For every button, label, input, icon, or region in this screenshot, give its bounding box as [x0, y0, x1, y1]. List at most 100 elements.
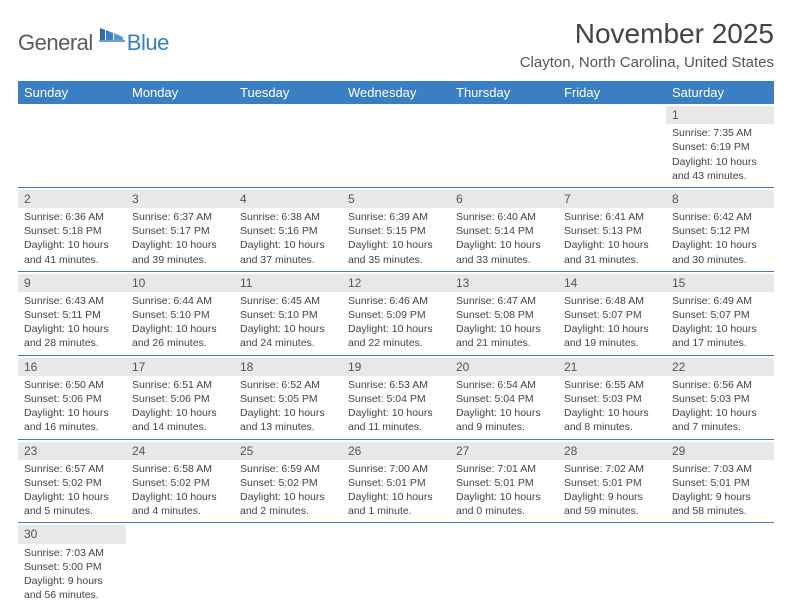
daylight-text: and 59 minutes.: [564, 504, 660, 518]
day-number: 11: [234, 274, 342, 292]
day-cell: 14Sunrise: 6:48 AMSunset: 5:07 PMDayligh…: [558, 272, 666, 355]
weekday-header: Saturday: [666, 81, 774, 104]
sunrise-text: Sunrise: 7:01 AM: [456, 462, 552, 476]
daylight-text: Daylight: 10 hours: [24, 238, 120, 252]
sunset-text: Sunset: 5:11 PM: [24, 308, 120, 322]
week-row: 9Sunrise: 6:43 AMSunset: 5:11 PMDaylight…: [18, 272, 774, 356]
daylight-text: Daylight: 10 hours: [24, 322, 120, 336]
sunset-text: Sunset: 5:15 PM: [348, 224, 444, 238]
sunset-text: Sunset: 6:19 PM: [672, 140, 768, 154]
daylight-text: and 8 minutes.: [564, 420, 660, 434]
daylight-text: Daylight: 10 hours: [132, 238, 228, 252]
day-number: 8: [666, 190, 774, 208]
daylight-text: Daylight: 10 hours: [348, 490, 444, 504]
sunset-text: Sunset: 5:17 PM: [132, 224, 228, 238]
day-cell: 29Sunrise: 7:03 AMSunset: 5:01 PMDayligh…: [666, 440, 774, 523]
sunrise-text: Sunrise: 6:47 AM: [456, 294, 552, 308]
month-title: November 2025: [520, 18, 774, 50]
weekday-header: Sunday: [18, 81, 126, 104]
sunset-text: Sunset: 5:01 PM: [564, 476, 660, 490]
daylight-text: and 37 minutes.: [240, 253, 336, 267]
sunset-text: Sunset: 5:18 PM: [24, 224, 120, 238]
day-number: 5: [342, 190, 450, 208]
day-cell: 3Sunrise: 6:37 AMSunset: 5:17 PMDaylight…: [126, 188, 234, 271]
sunrise-text: Sunrise: 6:42 AM: [672, 210, 768, 224]
weekday-header: Friday: [558, 81, 666, 104]
location-text: Clayton, North Carolina, United States: [520, 54, 774, 71]
sunrise-text: Sunrise: 6:41 AM: [564, 210, 660, 224]
sunset-text: Sunset: 5:12 PM: [672, 224, 768, 238]
empty-cell: [342, 523, 450, 606]
week-row: 1Sunrise: 7:35 AMSunset: 6:19 PMDaylight…: [18, 104, 774, 188]
sunset-text: Sunset: 5:03 PM: [672, 392, 768, 406]
sunrise-text: Sunrise: 6:55 AM: [564, 378, 660, 392]
daylight-text: and 1 minute.: [348, 504, 444, 518]
daylight-text: and 9 minutes.: [456, 420, 552, 434]
day-number: 29: [666, 442, 774, 460]
empty-cell: [666, 523, 774, 606]
sunrise-text: Sunrise: 7:02 AM: [564, 462, 660, 476]
calendar: SundayMondayTuesdayWednesdayThursdayFrid…: [18, 81, 774, 606]
daylight-text: Daylight: 10 hours: [456, 490, 552, 504]
logo: General Blue: [18, 18, 169, 59]
day-cell: 20Sunrise: 6:54 AMSunset: 5:04 PMDayligh…: [450, 356, 558, 439]
day-cell: 30Sunrise: 7:03 AMSunset: 5:00 PMDayligh…: [18, 523, 126, 606]
weekday-header-row: SundayMondayTuesdayWednesdayThursdayFrid…: [18, 81, 774, 104]
sunrise-text: Sunrise: 6:56 AM: [672, 378, 768, 392]
day-cell: 25Sunrise: 6:59 AMSunset: 5:02 PMDayligh…: [234, 440, 342, 523]
day-cell: 11Sunrise: 6:45 AMSunset: 5:10 PMDayligh…: [234, 272, 342, 355]
sunrise-text: Sunrise: 6:39 AM: [348, 210, 444, 224]
sunset-text: Sunset: 5:01 PM: [348, 476, 444, 490]
week-row: 2Sunrise: 6:36 AMSunset: 5:18 PMDaylight…: [18, 188, 774, 272]
day-number: 18: [234, 358, 342, 376]
daylight-text: and 26 minutes.: [132, 336, 228, 350]
daylight-text: and 33 minutes.: [456, 253, 552, 267]
daylight-text: Daylight: 10 hours: [240, 406, 336, 420]
daylight-text: and 4 minutes.: [132, 504, 228, 518]
day-number: 30: [18, 525, 126, 543]
sunset-text: Sunset: 5:04 PM: [348, 392, 444, 406]
daylight-text: Daylight: 10 hours: [348, 406, 444, 420]
day-cell: 26Sunrise: 7:00 AMSunset: 5:01 PMDayligh…: [342, 440, 450, 523]
day-cell: 17Sunrise: 6:51 AMSunset: 5:06 PMDayligh…: [126, 356, 234, 439]
day-cell: 6Sunrise: 6:40 AMSunset: 5:14 PMDaylight…: [450, 188, 558, 271]
daylight-text: and 22 minutes.: [348, 336, 444, 350]
sunrise-text: Sunrise: 6:50 AM: [24, 378, 120, 392]
sunset-text: Sunset: 5:16 PM: [240, 224, 336, 238]
day-number: 6: [450, 190, 558, 208]
sunset-text: Sunset: 5:09 PM: [348, 308, 444, 322]
daylight-text: Daylight: 10 hours: [132, 490, 228, 504]
daylight-text: Daylight: 10 hours: [240, 490, 336, 504]
day-cell: 21Sunrise: 6:55 AMSunset: 5:03 PMDayligh…: [558, 356, 666, 439]
day-number: 15: [666, 274, 774, 292]
daylight-text: and 11 minutes.: [348, 420, 444, 434]
daylight-text: and 43 minutes.: [672, 169, 768, 183]
header: General Blue November 2025 Clayton, Nort…: [18, 18, 774, 71]
day-number: 24: [126, 442, 234, 460]
daylight-text: and 41 minutes.: [24, 253, 120, 267]
daylight-text: and 24 minutes.: [240, 336, 336, 350]
daylight-text: and 2 minutes.: [240, 504, 336, 518]
sunset-text: Sunset: 5:07 PM: [672, 308, 768, 322]
day-cell: 19Sunrise: 6:53 AMSunset: 5:04 PMDayligh…: [342, 356, 450, 439]
day-number: 21: [558, 358, 666, 376]
sunset-text: Sunset: 5:00 PM: [24, 560, 120, 574]
day-number: 10: [126, 274, 234, 292]
daylight-text: and 35 minutes.: [348, 253, 444, 267]
day-cell: 18Sunrise: 6:52 AMSunset: 5:05 PMDayligh…: [234, 356, 342, 439]
daylight-text: Daylight: 10 hours: [132, 406, 228, 420]
sunset-text: Sunset: 5:14 PM: [456, 224, 552, 238]
day-number: 22: [666, 358, 774, 376]
daylight-text: and 14 minutes.: [132, 420, 228, 434]
daylight-text: Daylight: 10 hours: [672, 406, 768, 420]
sunrise-text: Sunrise: 7:35 AM: [672, 126, 768, 140]
sunset-text: Sunset: 5:02 PM: [132, 476, 228, 490]
sunrise-text: Sunrise: 6:44 AM: [132, 294, 228, 308]
daylight-text: and 56 minutes.: [24, 588, 120, 602]
empty-cell: [126, 104, 234, 187]
daylight-text: Daylight: 9 hours: [672, 490, 768, 504]
daylight-text: and 30 minutes.: [672, 253, 768, 267]
empty-cell: [450, 104, 558, 187]
daylight-text: Daylight: 10 hours: [132, 322, 228, 336]
sunrise-text: Sunrise: 6:53 AM: [348, 378, 444, 392]
